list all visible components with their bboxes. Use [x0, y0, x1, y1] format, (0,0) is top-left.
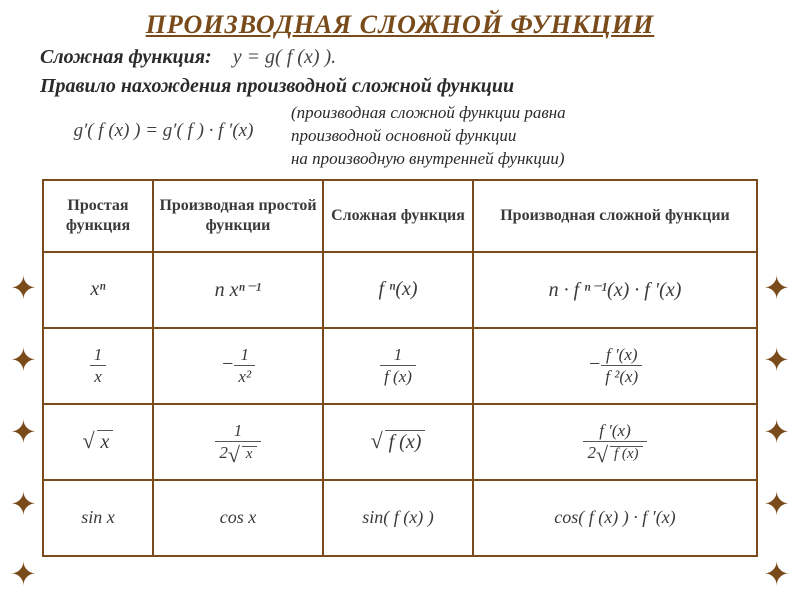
subtitle-formula: y = g( f (x) ).	[217, 46, 336, 68]
table-container: Простая функция Производная простой функ…	[0, 173, 800, 557]
subtitle-label: Сложная функция:	[40, 46, 212, 68]
f: f ′(x)	[583, 422, 646, 442]
th-complex-deriv: Производная сложной функции	[473, 180, 757, 252]
f: f (x)	[380, 366, 416, 385]
cell: sin( f (x) )	[323, 480, 473, 556]
f: f ²(x)	[601, 366, 642, 385]
f: x²	[234, 366, 255, 385]
f: 1	[234, 346, 255, 366]
th-simple-fn: Простая функция	[43, 180, 153, 252]
f: f ′(x)	[601, 346, 642, 366]
cell: cos x	[153, 480, 323, 556]
derivative-table: Простая функция Производная простой функ…	[42, 179, 758, 557]
cell: sin x	[43, 480, 153, 556]
rule-desc-l1: (производная сложной функции равна	[291, 103, 566, 122]
cell: 12x	[153, 404, 323, 480]
cell: cos( f (x) ) · f ′(x)	[473, 480, 757, 556]
cell: f ′(x)2f (x)	[473, 404, 757, 480]
f: f (x)	[610, 446, 643, 462]
rule-formula: g′( f (x) ) = g′( f ) · f ′(x)	[36, 102, 291, 142]
table-header-row: Простая функция Производная простой функ…	[43, 180, 757, 252]
table-row: 1x −1x² 1f (x) −f ′(x)f ²(x)	[43, 328, 757, 404]
page-title: ПРОИЗВОДНАЯ СЛОЖНОЙ ФУНКЦИИ	[0, 0, 800, 42]
rule-heading: Правило нахождения производной сложной ф…	[0, 71, 800, 100]
f: x	[97, 430, 114, 454]
f: n xⁿ⁻¹	[215, 279, 262, 301]
f: f (x)	[385, 430, 426, 454]
cell: 1x	[43, 328, 153, 404]
table-row: xⁿ n xⁿ⁻¹ f ⁿ(x) n · f ⁿ⁻¹(x) · f ′(x)	[43, 252, 757, 328]
f: 1	[380, 346, 416, 366]
rule-description: (производная сложной функции равна произ…	[291, 102, 764, 171]
f: 1	[215, 422, 260, 442]
cell: f (x)	[323, 404, 473, 480]
cell: −f ′(x)f ²(x)	[473, 328, 757, 404]
cell: f ⁿ(x)	[323, 252, 473, 328]
rule-block: g′( f (x) ) = g′( f ) · f ′(x) (производ…	[0, 100, 800, 173]
f: xⁿ	[90, 278, 105, 300]
subtitle-row: Сложная функция: y = g( f (x) ).	[0, 42, 800, 71]
f: n · f ⁿ⁻¹(x) · f ′(x)	[549, 279, 682, 301]
f: f ⁿ(x)	[378, 278, 417, 300]
th-complex-fn: Сложная функция	[323, 180, 473, 252]
star-icon: ✦	[10, 558, 37, 590]
cell: −1x²	[153, 328, 323, 404]
table-row: x 12x f (x) f ′(x)2f (x)	[43, 404, 757, 480]
cell: 1f (x)	[323, 328, 473, 404]
f: x	[242, 446, 257, 462]
rule-desc-l3: на производную внутренней функции)	[291, 149, 565, 168]
cell: n · f ⁿ⁻¹(x) · f ′(x)	[473, 252, 757, 328]
cell: xⁿ	[43, 252, 153, 328]
cell: x	[43, 404, 153, 480]
table-row: sin x cos x sin( f (x) ) cos( f (x) ) · …	[43, 480, 757, 556]
f: 1	[90, 346, 107, 366]
star-icon: ✦	[763, 558, 790, 590]
f: x	[90, 366, 107, 385]
th-simple-deriv: Производная простой функции	[153, 180, 323, 252]
rule-desc-l2: производной основной функции	[291, 126, 516, 145]
cell: n xⁿ⁻¹	[153, 252, 323, 328]
